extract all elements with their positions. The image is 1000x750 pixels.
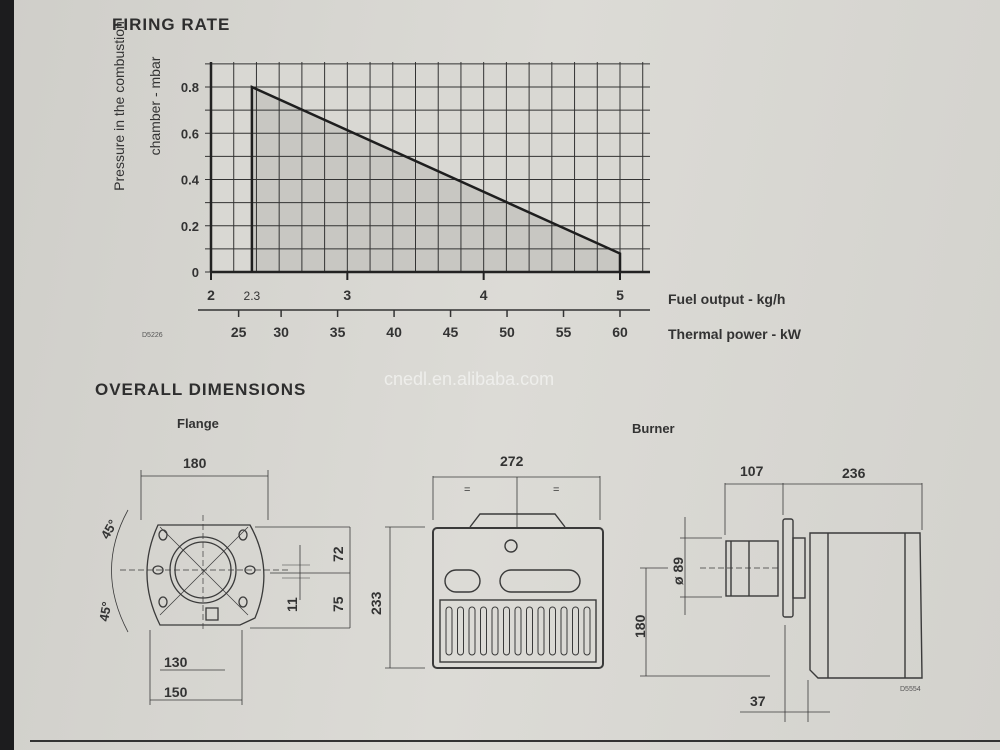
vent-slot bbox=[480, 606, 487, 656]
flange-offset-11: 11 bbox=[284, 597, 300, 612]
flange-label: Flange bbox=[177, 416, 219, 431]
x-tick-label: 5 bbox=[616, 287, 624, 303]
x2-tick-label: 45 bbox=[443, 324, 459, 340]
flange-upper-72: 72 bbox=[330, 546, 346, 562]
x-tick-label: 4 bbox=[480, 287, 488, 303]
vent-slot bbox=[549, 606, 556, 656]
y-axis-label-line2: chamber - mbar bbox=[147, 56, 163, 155]
vent-slot bbox=[491, 606, 499, 656]
x2-tick-label: 60 bbox=[612, 324, 628, 340]
flange-bolt-width-130: 130 bbox=[164, 654, 188, 670]
vent-slot bbox=[468, 606, 476, 656]
y-tick-label: 0.8 bbox=[181, 80, 199, 95]
front-equal-left: = bbox=[464, 484, 470, 496]
x2-tick-label: 35 bbox=[330, 324, 346, 340]
front-height-233: 233 bbox=[368, 591, 384, 615]
flange-width-180: 180 bbox=[183, 455, 207, 471]
front-equal-right: = bbox=[553, 484, 559, 496]
firing-rate-chart: 00.20.40.60.82 2.3 3 4 525 30 35 40 45 50 55 60 bbox=[181, 62, 650, 340]
watermark: cnedl.en.alibaba.com bbox=[384, 369, 554, 389]
vent-slots bbox=[445, 606, 591, 656]
flange-angle-bottom: 45° bbox=[96, 601, 114, 623]
burner-flange-thickness-37: 37 bbox=[750, 693, 766, 709]
vent-slot bbox=[503, 606, 510, 656]
page-rule bbox=[30, 740, 1000, 742]
y-tick-label: 0.2 bbox=[181, 219, 199, 234]
x2-tick-label: 55 bbox=[556, 324, 572, 340]
chart-drawing-code: D5226 bbox=[142, 332, 163, 339]
x-axis-label: Fuel output - kg/h bbox=[668, 291, 785, 307]
y-tick-label: 0 bbox=[192, 265, 199, 280]
y-axis-label-line1: Pressure in the combustion bbox=[111, 21, 127, 191]
vent-slot bbox=[537, 606, 545, 656]
flange-angle-top: 45° bbox=[98, 517, 121, 542]
vent-slot bbox=[572, 606, 579, 656]
vent-slot bbox=[457, 606, 464, 656]
vent-slot bbox=[583, 606, 591, 656]
flange-base-width-150: 150 bbox=[164, 684, 188, 700]
x2-tick-label: 30 bbox=[273, 324, 289, 340]
x-tick-label: 2 bbox=[207, 287, 215, 303]
x-tick-label: 3 bbox=[343, 287, 351, 303]
y-tick-label: 0.4 bbox=[181, 173, 200, 188]
burner-label: Burner bbox=[632, 421, 675, 436]
burner-tube-length-107: 107 bbox=[740, 463, 764, 479]
burner-drawing-code: D5554 bbox=[900, 686, 921, 693]
burner-axis-height-180: 180 bbox=[632, 614, 648, 638]
flange-drawing bbox=[111, 470, 351, 705]
burner-body-length-236: 236 bbox=[842, 465, 866, 481]
burner-front-view bbox=[385, 476, 604, 669]
dark-background-edge bbox=[0, 0, 14, 750]
burner-side-view bbox=[640, 483, 923, 722]
vent-slot bbox=[526, 606, 533, 656]
x2-axis-label: Thermal power - kW bbox=[668, 326, 802, 342]
x2-tick-label: 40 bbox=[386, 324, 402, 340]
vent-slot bbox=[445, 606, 453, 656]
vent-slot bbox=[560, 606, 568, 656]
x2-tick-label: 50 bbox=[499, 324, 515, 340]
y-tick-label: 0.6 bbox=[181, 126, 199, 141]
firing-rate-heading: FIRING RATE bbox=[112, 15, 230, 34]
x-tick-label: 2.3 bbox=[244, 289, 261, 303]
firing-rate-boundary bbox=[250, 85, 622, 272]
overall-dimensions-heading: OVERALL DIMENSIONS bbox=[95, 380, 306, 399]
burner-tube-diameter: ø 89 bbox=[670, 557, 686, 585]
flange-lower-75: 75 bbox=[330, 596, 346, 612]
x2-tick-label: 25 bbox=[231, 324, 247, 340]
front-width-272: 272 bbox=[500, 453, 524, 469]
vent-slot bbox=[514, 606, 522, 656]
